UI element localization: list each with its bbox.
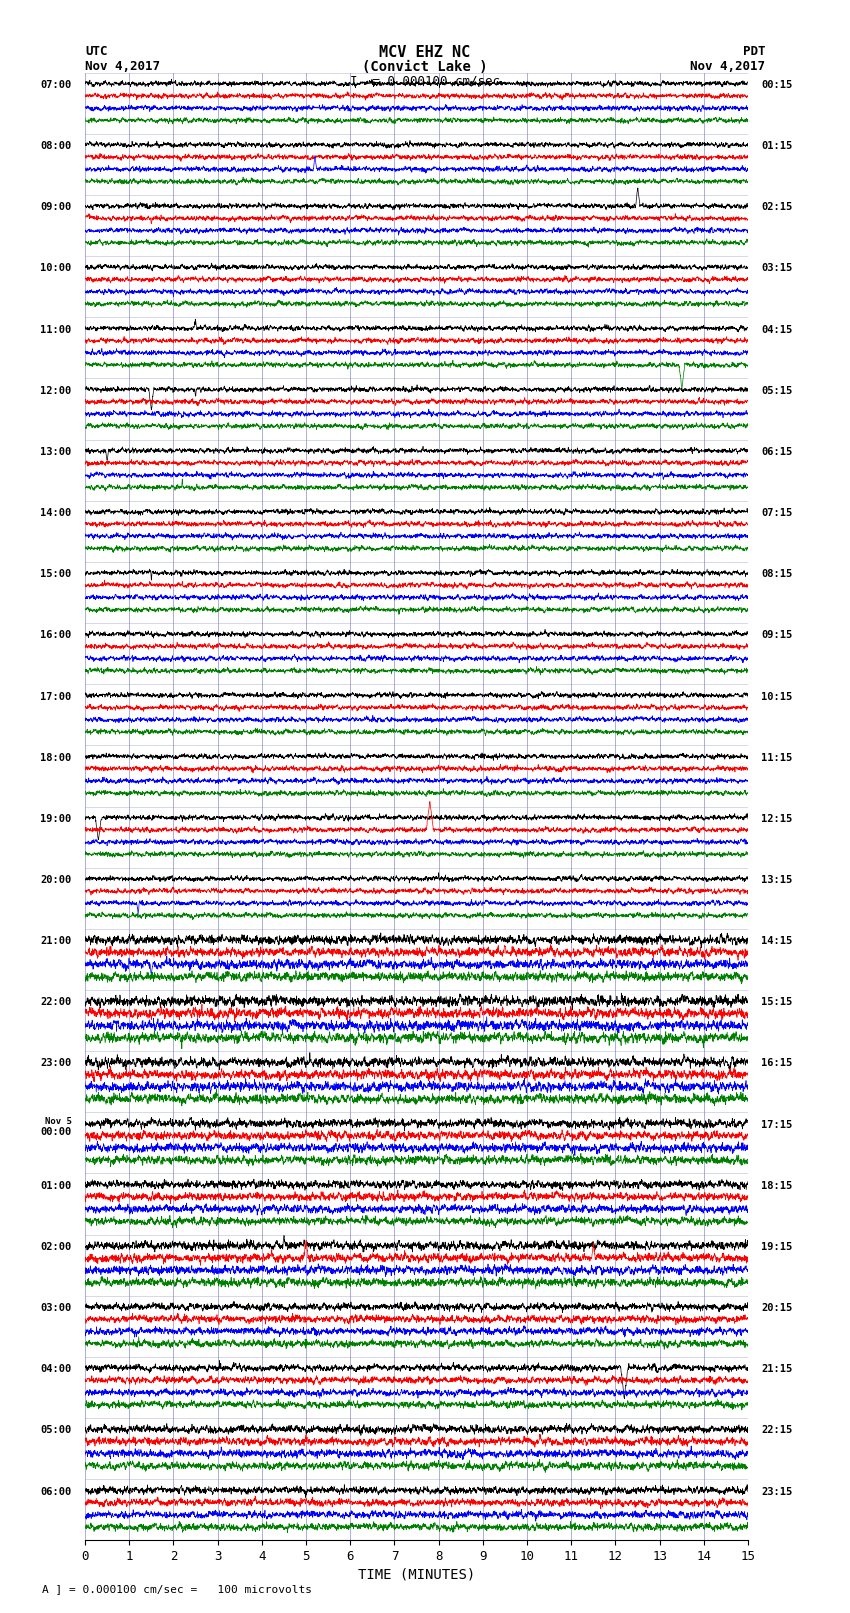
Text: 19:00: 19:00: [41, 815, 71, 824]
Text: Nov 5: Nov 5: [45, 1116, 71, 1126]
Text: 10:15: 10:15: [762, 692, 792, 702]
Text: 05:00: 05:00: [41, 1426, 71, 1436]
Text: 18:15: 18:15: [762, 1181, 792, 1190]
Text: 01:15: 01:15: [762, 140, 792, 152]
Text: 04:00: 04:00: [41, 1365, 71, 1374]
Text: 18:00: 18:00: [41, 753, 71, 763]
Text: 20:00: 20:00: [41, 874, 71, 886]
Text: 22:00: 22:00: [41, 997, 71, 1007]
Text: 17:00: 17:00: [41, 692, 71, 702]
Text: 22:15: 22:15: [762, 1426, 792, 1436]
Text: 01:00: 01:00: [41, 1181, 71, 1190]
Text: 08:00: 08:00: [41, 140, 71, 152]
Text: 13:00: 13:00: [41, 447, 71, 456]
Text: 21:15: 21:15: [762, 1365, 792, 1374]
Text: 08:15: 08:15: [762, 569, 792, 579]
Text: 16:15: 16:15: [762, 1058, 792, 1068]
Text: 07:00: 07:00: [41, 81, 71, 90]
Text: 06:00: 06:00: [41, 1487, 71, 1497]
Text: 11:15: 11:15: [762, 753, 792, 763]
Text: 15:00: 15:00: [41, 569, 71, 579]
Text: 00:15: 00:15: [762, 81, 792, 90]
Text: 20:15: 20:15: [762, 1303, 792, 1313]
Text: 12:00: 12:00: [41, 386, 71, 395]
Text: 02:15: 02:15: [762, 202, 792, 213]
Text: MCV EHZ NC: MCV EHZ NC: [379, 45, 471, 60]
Text: PDT: PDT: [743, 45, 765, 58]
Text: 02:00: 02:00: [41, 1242, 71, 1252]
Text: (Convict Lake ): (Convict Lake ): [362, 60, 488, 74]
Text: Nov 4,2017: Nov 4,2017: [85, 60, 160, 73]
Text: 23:00: 23:00: [41, 1058, 71, 1068]
Text: Nov 4,2017: Nov 4,2017: [690, 60, 765, 73]
Text: 17:15: 17:15: [762, 1119, 792, 1129]
Text: I  = 0.000100 cm/sec: I = 0.000100 cm/sec: [350, 74, 500, 87]
Text: 00:00: 00:00: [41, 1127, 71, 1137]
Text: 15:15: 15:15: [762, 997, 792, 1007]
Text: 10:00: 10:00: [41, 263, 71, 273]
Text: 06:15: 06:15: [762, 447, 792, 456]
Text: 12:15: 12:15: [762, 815, 792, 824]
Text: 03:00: 03:00: [41, 1303, 71, 1313]
Text: UTC: UTC: [85, 45, 107, 58]
Text: 03:15: 03:15: [762, 263, 792, 273]
Text: 23:15: 23:15: [762, 1487, 792, 1497]
Text: 21:00: 21:00: [41, 936, 71, 947]
Text: 14:15: 14:15: [762, 936, 792, 947]
Text: 09:15: 09:15: [762, 631, 792, 640]
Text: 16:00: 16:00: [41, 631, 71, 640]
Text: 09:00: 09:00: [41, 202, 71, 213]
Text: 19:15: 19:15: [762, 1242, 792, 1252]
Text: A ] = 0.000100 cm/sec =   100 microvolts: A ] = 0.000100 cm/sec = 100 microvolts: [42, 1584, 313, 1594]
Text: 07:15: 07:15: [762, 508, 792, 518]
Text: 13:15: 13:15: [762, 874, 792, 886]
X-axis label: TIME (MINUTES): TIME (MINUTES): [358, 1568, 475, 1581]
Text: 04:15: 04:15: [762, 324, 792, 334]
Text: 14:00: 14:00: [41, 508, 71, 518]
Text: 05:15: 05:15: [762, 386, 792, 395]
Text: 11:00: 11:00: [41, 324, 71, 334]
